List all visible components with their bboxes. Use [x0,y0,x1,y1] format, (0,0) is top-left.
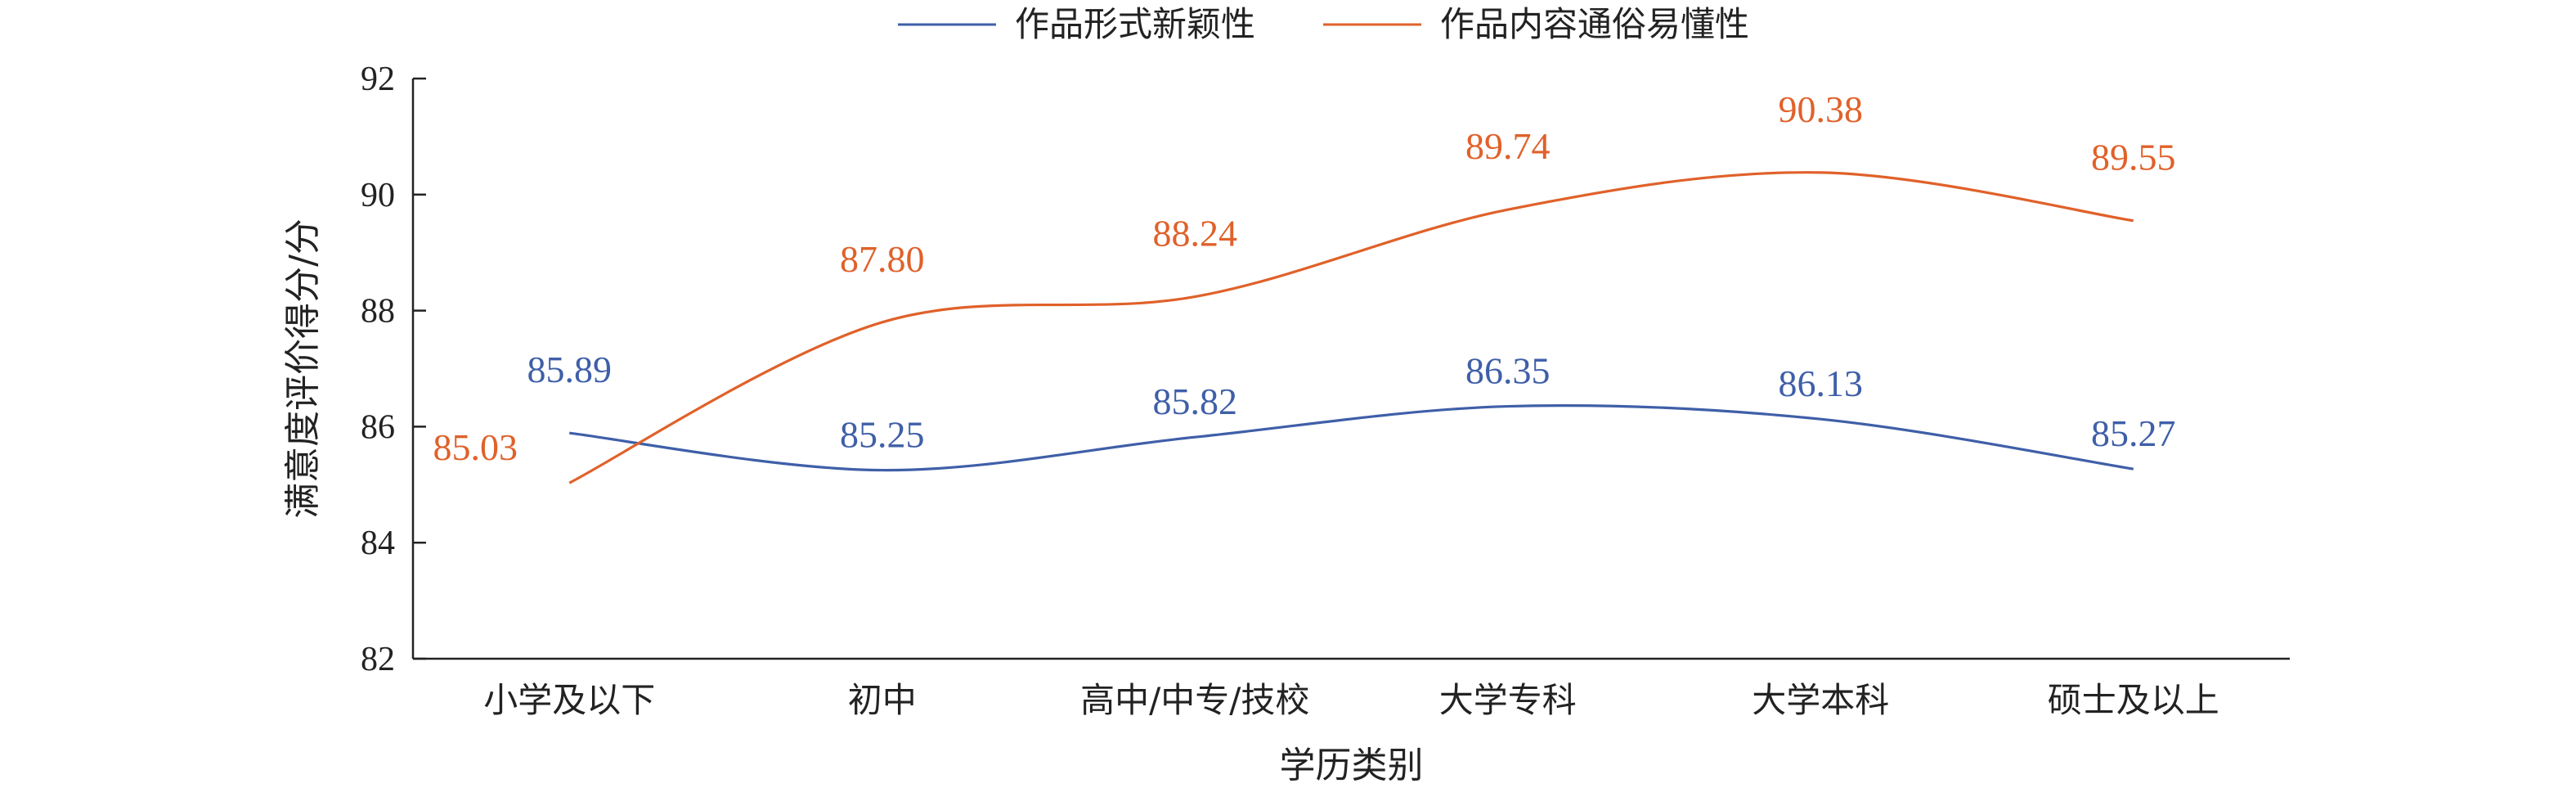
x-tick-label: 大学本科 [1752,680,1889,720]
x-tick-label: 初中 [848,680,917,720]
data-labels: 85.89 85.25 85.82 86.35 86.13 85.27 85.03 87.80… [433,88,2176,468]
x-tick-label: 硕士及以上 [2048,680,2219,720]
data-label: 85.82 [1153,380,1238,422]
legend-label-2: 作品内容通俗易懂性 [1440,4,1749,44]
data-label: 89.74 [1465,125,1551,167]
data-label: 86.35 [1465,350,1551,392]
y-axis-title: 满意度评价得分/分 [282,218,324,519]
data-label: 90.38 [1779,88,1864,130]
axes: 82 84 86 88 90 92 小学及以下 初中 高中/中专/技校 大学专科 大学本科 硕士及以上 [361,61,2290,720]
y-tick-label: 86 [361,408,395,446]
x-axis-title: 学历类别 [1280,745,1424,786]
x-tick-label: 高中/中专/技校 [1080,680,1309,720]
series-line-1 [569,403,2134,472]
data-label: 89.55 [2091,137,2176,178]
data-label: 86.13 [1779,362,1864,404]
legend: 作品形式新颖性 作品内容通俗易懂性 [898,4,1749,44]
legend-label-1: 作品形式新颖性 [1015,4,1255,44]
y-tick-label: 90 [361,177,395,214]
y-tick-label: 92 [361,61,395,98]
y-tick-label: 84 [361,525,395,562]
data-label: 85.27 [2091,412,2176,454]
series-line-2 [568,171,2134,484]
y-tick-label: 82 [361,641,395,678]
data-label: 88.24 [1153,213,1238,254]
y-tick-label: 88 [361,293,395,331]
x-tick-label: 大学专科 [1439,680,1577,720]
x-tick-label: 小学及以下 [483,680,655,720]
data-label: 85.25 [840,414,925,456]
data-label: 85.89 [527,349,613,390]
data-label: 85.03 [433,426,518,468]
data-label: 87.80 [840,238,925,280]
series-layer [568,171,2134,484]
